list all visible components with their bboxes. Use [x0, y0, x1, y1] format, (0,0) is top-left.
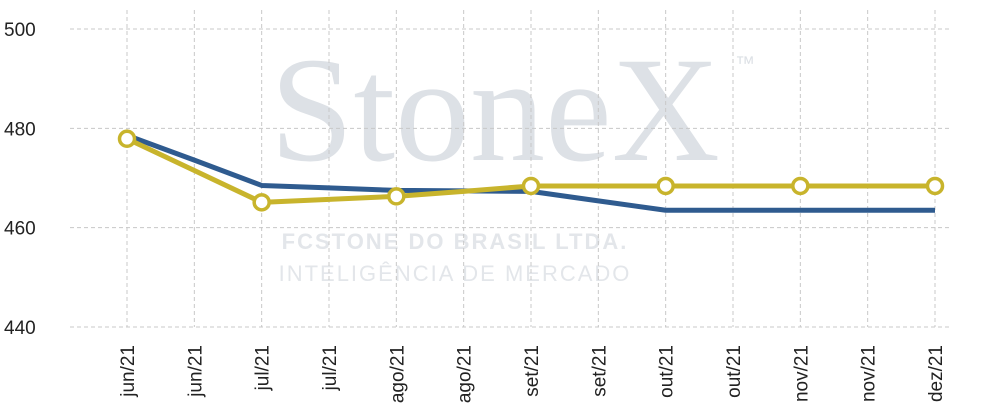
- series-marker: [925, 176, 945, 196]
- y-tick-label: 440: [4, 318, 36, 339]
- y-tick-label: 480: [4, 119, 36, 140]
- x-tick-label: jul/21: [320, 345, 341, 391]
- x-tick-label: ago/21: [387, 345, 408, 403]
- series-marker: [791, 176, 810, 196]
- x-tick-label: ago/21: [455, 345, 476, 403]
- series-marker: [117, 129, 137, 149]
- x-tick-label: jun/21: [185, 345, 206, 398]
- x-tick-label: out/21: [724, 345, 745, 398]
- x-tick-label: set/21: [522, 345, 543, 397]
- series-marker: [521, 176, 541, 196]
- watermark-brand: StoneX: [270, 27, 720, 193]
- x-tick-label: jun/21: [118, 345, 139, 398]
- y-tick-label: 460: [4, 219, 36, 240]
- series-marker: [656, 176, 675, 196]
- watermark-line2: INTELIGÊNCIA DE MERCADO: [279, 261, 632, 286]
- watermark-line1: FCSTONE DO BRASIL LTDA.: [282, 229, 629, 254]
- watermark-tm: ™: [735, 53, 755, 75]
- series-marker: [252, 193, 271, 212]
- y-tick-label: 500: [4, 20, 36, 41]
- x-tick-label: nov/21: [791, 345, 812, 402]
- x-tick-label: set/21: [589, 345, 610, 397]
- x-tick-label: jul/21: [253, 345, 274, 391]
- x-tick-label: out/21: [657, 345, 678, 398]
- x-tick-label: dez/21: [926, 345, 947, 402]
- series-marker: [387, 187, 406, 206]
- x-tick-label: nov/21: [859, 345, 880, 402]
